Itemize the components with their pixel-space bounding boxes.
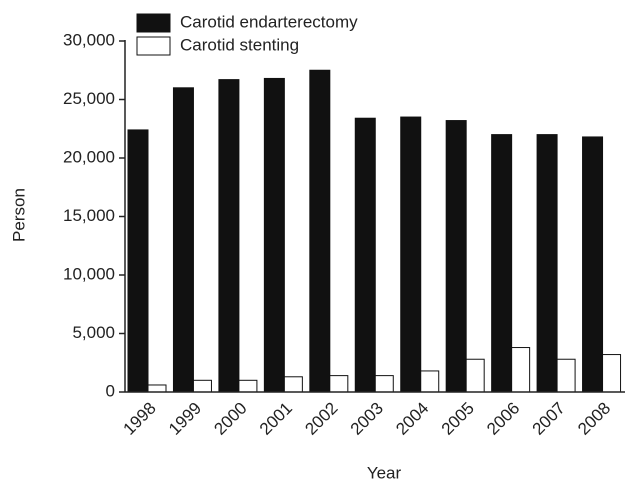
bar [263, 77, 285, 393]
bar [238, 379, 258, 393]
y-tick-label: 25,000 [63, 89, 115, 108]
bar [582, 136, 604, 393]
legend-swatch [136, 13, 171, 33]
x-tick-label: 2008 [574, 399, 614, 439]
y-tick-label: 5,000 [72, 323, 115, 342]
bar [147, 384, 167, 393]
bar [536, 134, 558, 393]
bar [127, 129, 149, 393]
bar [192, 379, 212, 393]
bar [329, 375, 349, 393]
x-tick-label: 2003 [347, 399, 387, 439]
x-tick-label: 2002 [301, 399, 341, 439]
x-tick-label: 2006 [483, 399, 523, 439]
bar [400, 116, 422, 393]
bar [511, 347, 531, 393]
y-tick-label: 20,000 [63, 147, 115, 166]
x-tick-label: 1999 [165, 399, 205, 439]
bar [283, 376, 303, 393]
y-tick-label: 30,000 [63, 30, 115, 49]
legend-swatch [136, 36, 171, 56]
bar [172, 87, 194, 393]
legend-label: Carotid stenting [180, 35, 299, 54]
bar [374, 375, 394, 393]
y-tick-label: 10,000 [63, 264, 115, 283]
y-tick-label: 0 [106, 381, 115, 400]
bar [420, 370, 440, 393]
bar [491, 134, 513, 393]
bar [218, 79, 240, 393]
bar [602, 354, 622, 393]
bar [556, 358, 576, 393]
x-tick-label: 2004 [392, 399, 432, 439]
x-tick-label: 2005 [438, 399, 478, 439]
bar [445, 120, 467, 393]
x-axis-label: Year [367, 463, 402, 482]
x-tick-label: 2001 [256, 399, 296, 439]
bar [309, 69, 331, 393]
x-tick-label: 2000 [210, 399, 250, 439]
x-tick-label: 2007 [529, 399, 569, 439]
bar [354, 117, 376, 393]
x-tick-label: 1998 [120, 399, 160, 439]
legend-label: Carotid endarterectomy [180, 12, 358, 31]
bar [465, 358, 485, 393]
y-axis-label: Person [9, 188, 28, 242]
y-tick-label: 15,000 [63, 206, 115, 225]
